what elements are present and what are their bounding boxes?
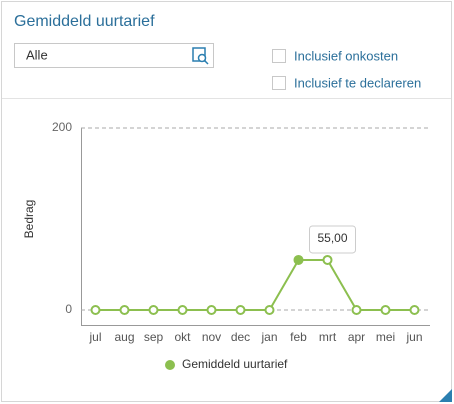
y-tick-label: 200 [52, 120, 72, 134]
x-tick-label: apr [348, 330, 365, 344]
checkbox-label[interactable]: Inclusief onkosten [294, 48, 398, 63]
checkbox[interactable] [272, 49, 286, 63]
x-tick-label: nov [202, 330, 221, 344]
data-point [409, 305, 420, 315]
data-point [264, 305, 275, 315]
data-point [177, 305, 188, 315]
data-point [90, 305, 101, 315]
checkbox[interactable] [272, 76, 286, 90]
x-tick-label: mei [376, 330, 395, 344]
data-point [380, 305, 391, 315]
x-tick-label: jun [405, 330, 422, 344]
select-value[interactable]: Alle [26, 47, 48, 62]
legend-marker [165, 360, 175, 370]
x-tick-label: aug [114, 330, 134, 344]
data-point [148, 305, 159, 315]
legend-label: Gemiddeld uurtarief [182, 357, 288, 371]
resize-handle[interactable] [439, 389, 452, 402]
y-tick-label: 0 [65, 302, 72, 316]
data-point [235, 305, 246, 315]
checkbox-label[interactable]: Inclusief te declareren [294, 75, 421, 90]
x-tick-label: jan [260, 330, 277, 344]
data-point [322, 254, 333, 265]
tooltip-label: 55,00 [317, 231, 347, 245]
data-point [293, 254, 304, 265]
tooltip [309, 225, 356, 254]
x-tick-label: mrt [319, 330, 337, 344]
search-icon[interactable] [192, 47, 209, 65]
x-tick-label: okt [174, 330, 191, 344]
x-tick-label: dec [231, 330, 250, 344]
widget-title: Gemiddeld uurtarief [14, 13, 155, 30]
x-tick-label: jul [88, 330, 101, 344]
data-point [351, 305, 362, 315]
data-point [119, 305, 130, 315]
select-box[interactable] [14, 43, 214, 68]
data-point [206, 305, 217, 315]
x-tick-label: feb [290, 330, 307, 344]
y-axis-label: Bedrag [22, 200, 36, 239]
x-tick-label: sep [144, 330, 164, 344]
